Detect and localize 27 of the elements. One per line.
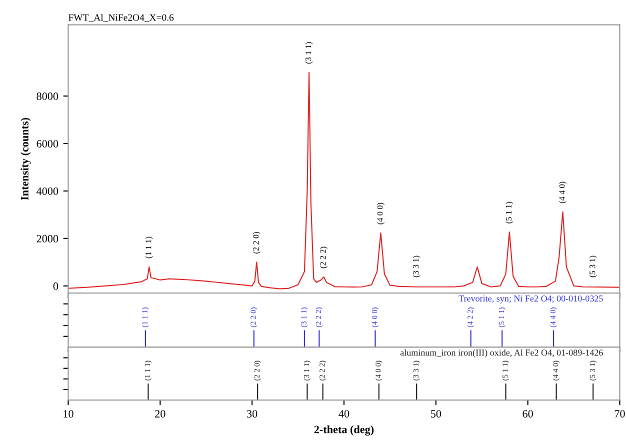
annotation: (4 4 0) [558,182,567,204]
y-tick-label: 0 [53,282,58,290]
x-tick-label: 20 [155,410,166,418]
x-tick-label: 10 [64,410,74,418]
annotation: (1 1 1) [145,236,153,258]
y-axis-title: Intensity (counts) [20,118,31,200]
annotation: (3 3 1) [412,256,420,278]
annotation: (4 0 0) [376,202,385,224]
chart-title: aluminum_iron iron(III) oxide, Al Fe2 O4, 01-089-1426 [400,349,603,358]
chart-title: Trevorite, syn; Ni Fe2 O4; 00-010-0325 [458,295,603,304]
x-tick-label: 30 [247,410,258,418]
annotation: (2 2 2) [320,246,328,268]
x-tick-label: 40 [338,410,350,418]
annotation: (5 1 1) [506,202,514,224]
chart-title: FWT_Al_NiFe2O4_X=0.6 [68,14,174,22]
x-axis-title: 2-theta (deg) [314,425,374,436]
annotation: (2 2 0) [252,232,260,254]
x-tick-label: 60 [522,410,533,418]
annotation: (3 1 1) [305,42,313,64]
line-series [68,72,620,290]
y-tick-label: 4000 [36,187,58,195]
x-tick-label: 70 [614,410,625,418]
y-tick-label: 6000 [36,140,58,148]
annotation: (5 3 1) [589,256,597,278]
x-tick-label: 50 [430,410,442,418]
y-tick-label: 2000 [36,234,58,242]
y-tick-label: 8000 [36,92,58,100]
